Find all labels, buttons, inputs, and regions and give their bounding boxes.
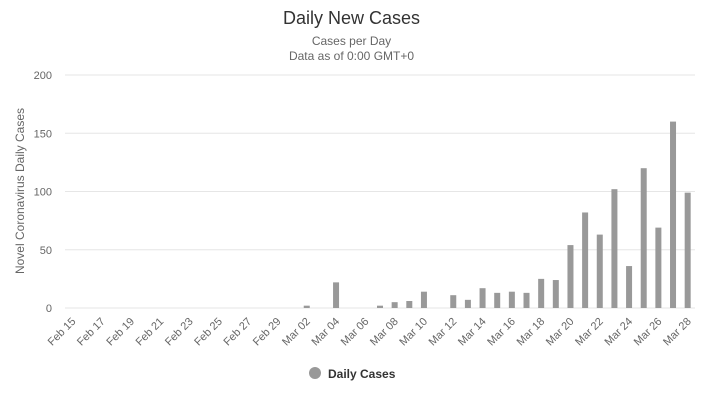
bar[interactable] xyxy=(655,227,662,308)
x-tick-label: Mar 04 xyxy=(309,316,342,349)
bar[interactable] xyxy=(582,212,589,308)
x-tick-label: Mar 02 xyxy=(280,316,313,349)
x-tick-label: Mar 24 xyxy=(602,316,635,349)
legend-marker xyxy=(309,367,321,379)
bar[interactable] xyxy=(333,282,340,308)
x-tick-label: Feb 17 xyxy=(75,316,108,349)
x-tick-label: Mar 08 xyxy=(368,316,401,349)
bar[interactable] xyxy=(552,280,559,308)
y-axis-title: Novel Coronavirus Daily Cases xyxy=(13,108,27,274)
bar[interactable] xyxy=(567,245,574,308)
bar[interactable] xyxy=(538,278,545,308)
bar[interactable] xyxy=(640,168,647,308)
x-tick-label: Mar 16 xyxy=(485,316,518,349)
x-tick-label: Mar 22 xyxy=(573,316,606,349)
bar[interactable] xyxy=(611,189,618,308)
y-axis-labels: 0 50 100 150 200 xyxy=(34,70,52,315)
x-tick-label: Feb 21 xyxy=(134,316,167,349)
y-tick-label: 200 xyxy=(34,70,52,82)
bar[interactable] xyxy=(479,288,486,308)
chart-subtitle-line-1: Cases per Day xyxy=(312,34,391,48)
bar[interactable] xyxy=(626,266,633,308)
bar[interactable] xyxy=(523,292,530,308)
y-tick-label: 50 xyxy=(40,245,52,257)
legend[interactable]: Daily Cases xyxy=(309,367,396,381)
bars xyxy=(303,121,691,308)
legend-label[interactable]: Daily Cases xyxy=(328,367,396,381)
gridlines xyxy=(65,74,695,309)
bar[interactable] xyxy=(684,192,691,308)
x-tick-label: Feb 15 xyxy=(46,316,79,349)
bar[interactable] xyxy=(494,292,501,308)
x-tick-label: Mar 28 xyxy=(661,316,694,349)
chart-subtitle-line-2: Data as of 0:00 GMT+0 xyxy=(289,49,414,63)
bar[interactable] xyxy=(670,121,677,308)
bar[interactable] xyxy=(303,305,310,308)
bar[interactable] xyxy=(406,301,413,308)
x-tick-label: Feb 23 xyxy=(163,316,196,349)
bar[interactable] xyxy=(596,234,603,308)
y-tick-label: 100 xyxy=(34,187,52,199)
x-tick-label: Mar 06 xyxy=(339,316,372,349)
bar[interactable] xyxy=(391,302,398,308)
x-tick-label: Mar 26 xyxy=(632,316,665,349)
y-tick-label: 150 xyxy=(34,128,52,140)
x-tick-label: Mar 12 xyxy=(427,316,460,349)
x-tick-label: Feb 25 xyxy=(192,316,225,349)
y-tick-label: 0 xyxy=(46,303,52,315)
bar[interactable] xyxy=(450,295,457,308)
x-tick-label: Mar 18 xyxy=(515,316,548,349)
bar[interactable] xyxy=(420,291,427,308)
x-tick-label: Mar 10 xyxy=(397,316,430,349)
x-tick-label: Feb 27 xyxy=(222,316,255,349)
x-tick-label: Mar 14 xyxy=(456,316,489,349)
bar[interactable] xyxy=(464,299,471,308)
chart-title: Daily New Cases xyxy=(283,8,420,28)
bar[interactable] xyxy=(377,305,383,308)
bar[interactable] xyxy=(508,291,515,308)
x-tick-label: Feb 29 xyxy=(251,316,284,349)
x-tick-label: Feb 19 xyxy=(104,316,137,349)
x-tick-label: Mar 20 xyxy=(544,316,577,349)
